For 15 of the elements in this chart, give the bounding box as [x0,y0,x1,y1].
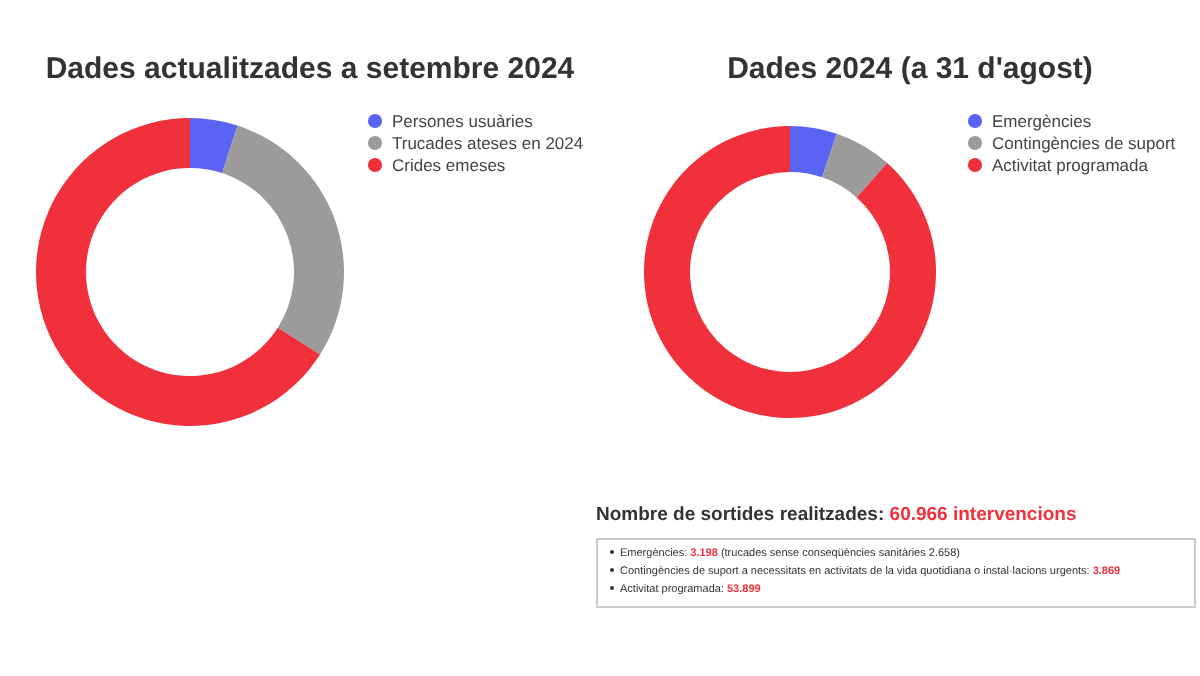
legend-label: Trucades ateses en 2024 [392,133,584,153]
chart-title: Dades 2024 (a 31 d'agost) [727,52,1093,86]
donut-slice [644,126,936,418]
donut-slice [190,118,238,174]
chart-title: Dades actualitzades a setembre 2024 [45,52,576,86]
legend-label: Activitat programada [992,155,1149,175]
text: Nombre de sortides realitzades: 60.966 intervencions [596,504,1079,526]
donut-slice [222,125,344,355]
donut-slice [822,133,888,198]
legend-label: Emergències [992,111,1092,131]
legend-label: Crides emeses [392,155,506,175]
legend-label: Persones usuàries [392,111,533,131]
donut-slice [36,118,321,426]
donut-slice [790,126,837,178]
legend-label: Contingències de suport [992,133,1177,153]
